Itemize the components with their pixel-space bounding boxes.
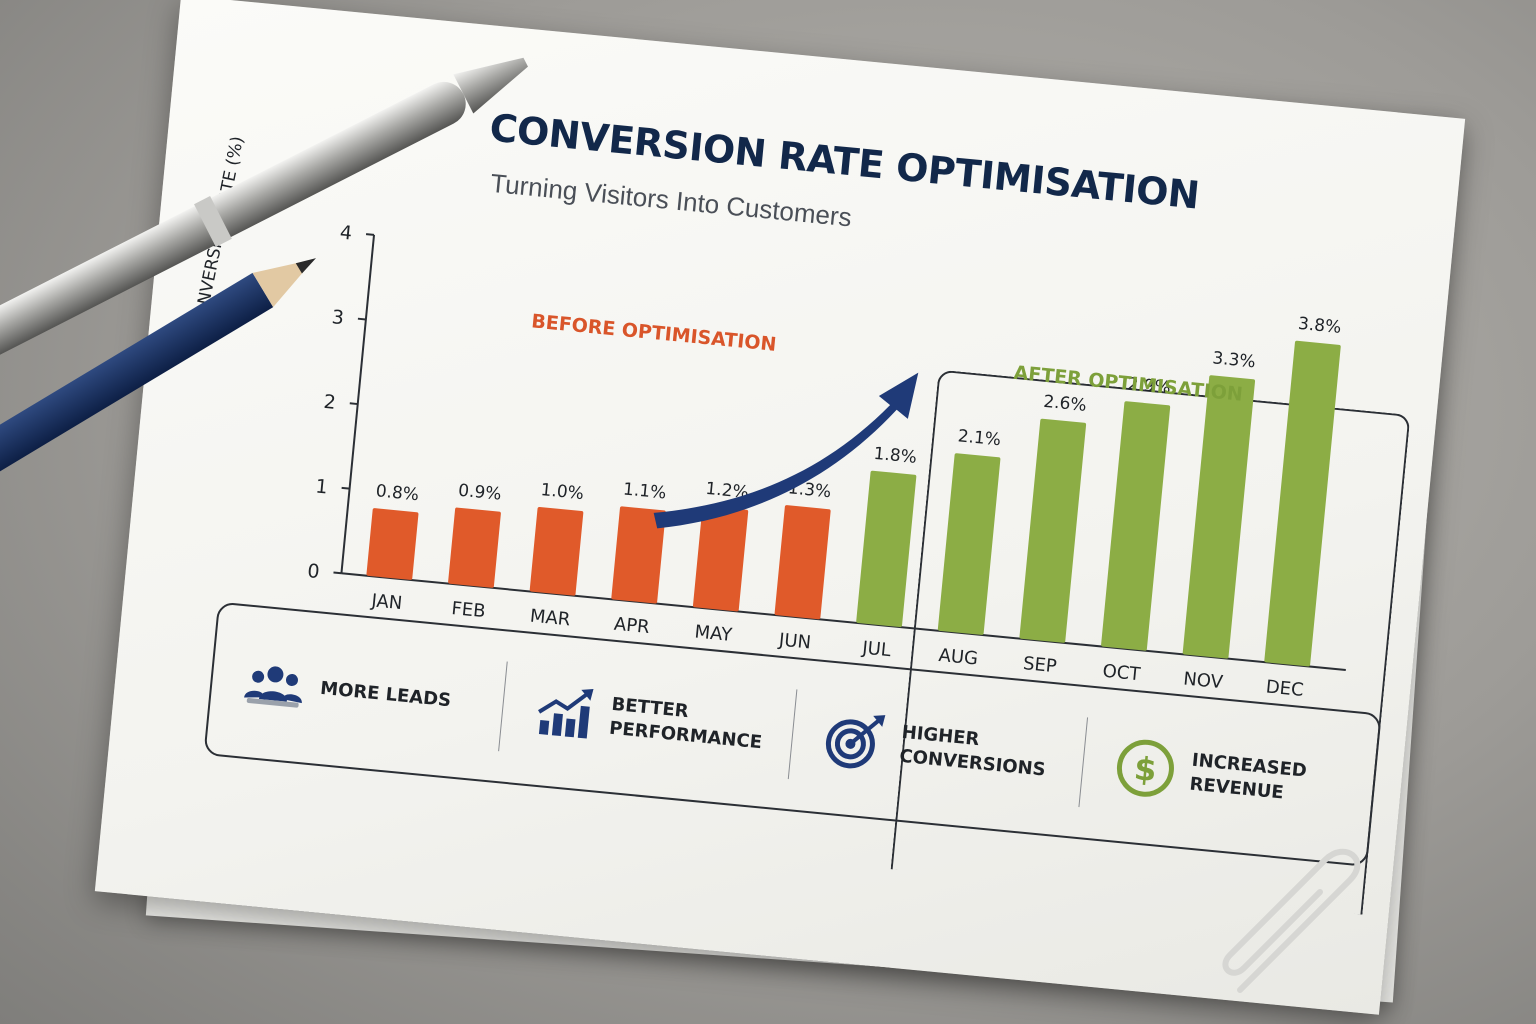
- benefit-label: HIGHER CONVERSIONS: [898, 721, 1047, 781]
- x-tick-label-jul: JUL: [860, 638, 891, 662]
- y-tick-label: 3: [331, 306, 345, 329]
- x-tick-label-jan: JAN: [370, 590, 404, 614]
- people-group-icon: [244, 666, 302, 708]
- x-tick-label-apr: APR: [613, 614, 651, 638]
- x-tick-label-sep: SEP: [1022, 653, 1058, 677]
- benefit-label: MORE LEADS: [319, 677, 452, 712]
- y-tick-mark: [365, 233, 375, 236]
- y-tick-mark: [341, 486, 350, 490]
- x-tick-label-aug: AUG: [938, 645, 979, 670]
- data-label-feb: 0.9%: [457, 481, 502, 505]
- x-tick-label-feb: FEB: [451, 598, 487, 622]
- bar-dec: [1264, 340, 1341, 667]
- report-sheet: CONVERSION RATE OPTIMISATION Turning Vis…: [94, 0, 1466, 1015]
- data-label-mar: 1.0%: [540, 480, 585, 504]
- upward-trend-arrow-icon: [653, 372, 919, 529]
- bar-feb: [448, 507, 501, 588]
- bar-jul: [856, 470, 917, 628]
- bar-mar: [529, 506, 584, 596]
- benefit-increased-revenue: $ INCREASED REVENUE: [1079, 717, 1377, 834]
- bar-aug: [937, 453, 1001, 635]
- dollar-coin-icon: $: [1116, 739, 1174, 797]
- data-label-jan: 0.8%: [375, 481, 420, 505]
- y-tick-label: 4: [339, 222, 353, 245]
- benefit-higher-conversions: HIGHER CONVERSIONS: [788, 689, 1088, 808]
- data-label-dec: 3.8%: [1297, 314, 1342, 338]
- rising-bar-chart-icon: [537, 688, 594, 739]
- bar-nov: [1182, 375, 1256, 659]
- x-axis-line: [341, 572, 1346, 671]
- y-axis-line: [340, 234, 376, 574]
- y-tick-label: 0: [306, 560, 320, 583]
- y-tick-mark: [357, 317, 366, 321]
- bar-sep: [1019, 418, 1087, 643]
- bar-jan: [366, 508, 419, 580]
- bar-may: [692, 505, 749, 612]
- chart-labels: 0.8%JAN0.9%FEB1.0%MAR1.1%APR1.2%MAY1.3%J…: [370, 314, 1343, 701]
- benefit-better-performance: BETTER PERFORMANCE: [498, 661, 798, 780]
- data-label-sep: 2.6%: [1043, 392, 1088, 416]
- data-label-oct: 2.9%: [1127, 374, 1172, 398]
- svg-text:$: $: [1132, 749, 1158, 789]
- benefit-more-leads: MORE LEADS: [208, 633, 508, 752]
- bar-jun: [774, 505, 831, 620]
- x-tick-label-mar: MAR: [529, 606, 571, 631]
- y-tick-label: 1: [314, 475, 328, 498]
- y-tick-label: 2: [323, 391, 337, 414]
- data-label-nov: 3.3%: [1211, 348, 1256, 372]
- x-tick-label-may: MAY: [694, 621, 734, 646]
- x-tick-label-nov: NOV: [1182, 669, 1224, 694]
- bar-oct: [1101, 401, 1171, 651]
- target-arrow-icon: [825, 715, 886, 769]
- benefits-panel: MORE LEADS BETTER PERFORMANCE: [203, 601, 1382, 867]
- bar-apr: [611, 506, 666, 604]
- data-label-apr: 1.1%: [622, 479, 667, 503]
- x-tick-label-dec: DEC: [1265, 676, 1305, 701]
- benefit-label: INCREASED REVENUE: [1188, 749, 1308, 804]
- data-label-jul: 1.8%: [873, 444, 918, 468]
- x-tick-label-oct: OCT: [1102, 661, 1143, 686]
- x-tick-label-jun: JUN: [777, 629, 812, 653]
- y-tick-mark: [333, 571, 342, 575]
- chart-bars: [366, 340, 1341, 667]
- y-tick-mark: [349, 402, 358, 406]
- data-label-aug: 2.1%: [957, 426, 1002, 450]
- benefit-label: BETTER PERFORMANCE: [608, 693, 763, 754]
